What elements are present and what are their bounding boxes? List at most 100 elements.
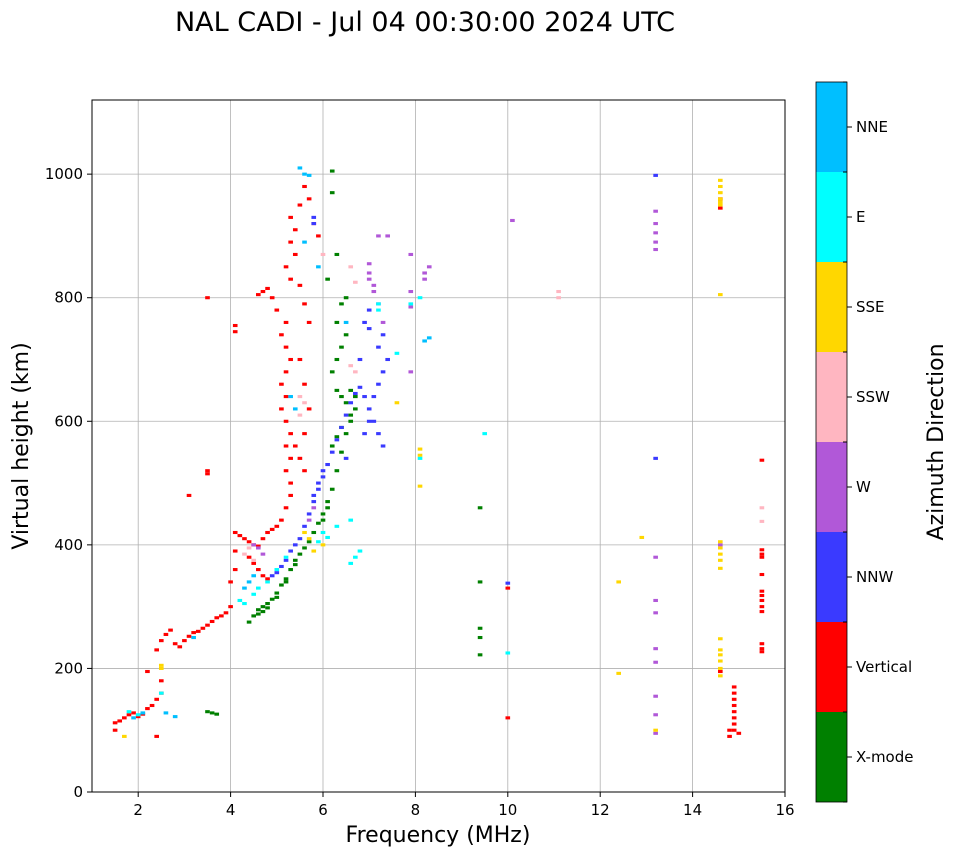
- echo-vertical: [274, 308, 280, 312]
- echo-w: [311, 506, 317, 510]
- echo-w: [408, 289, 414, 294]
- echo-e: [325, 535, 330, 539]
- echo-nnw: [380, 444, 386, 448]
- echo-x-mode: [292, 558, 298, 562]
- echo-sse: [158, 663, 164, 667]
- echo-vertical: [288, 277, 293, 281]
- echo-sse: [616, 671, 621, 675]
- echo-vertical: [302, 382, 307, 386]
- echo-vertical: [232, 323, 238, 328]
- echo-x-mode: [343, 333, 349, 337]
- echo-x-mode: [325, 500, 330, 504]
- echo-nnw: [653, 173, 658, 177]
- echo-x-mode: [297, 552, 303, 556]
- echo-sse: [417, 453, 423, 457]
- y-tick-label: 0: [73, 783, 83, 801]
- echo-sse: [718, 666, 723, 670]
- echo-vertical: [126, 713, 132, 717]
- echo-x-mode: [302, 546, 307, 550]
- echo-x-mode: [334, 469, 340, 473]
- echo-x-mode: [334, 357, 340, 362]
- echo-nne: [288, 395, 293, 399]
- echo-vertical: [292, 252, 298, 257]
- echo-x-mode: [260, 605, 266, 609]
- echo-nnw: [353, 391, 358, 396]
- echo-sse: [394, 401, 400, 405]
- echo-vertical: [265, 286, 270, 290]
- echo-vertical: [759, 572, 765, 577]
- echo-nnw: [357, 385, 363, 389]
- echo-e: [505, 651, 511, 655]
- echo-vertical: [205, 472, 210, 476]
- echo-nnw: [371, 395, 377, 399]
- echo-x-mode: [348, 388, 354, 392]
- echo-vertical: [269, 296, 275, 300]
- echo-vertical: [736, 731, 742, 735]
- echo-sse: [302, 530, 307, 535]
- echo-nne: [302, 172, 307, 176]
- echo-vertical: [731, 691, 737, 695]
- echo-w: [653, 555, 658, 559]
- x-tick-label: 12: [591, 801, 610, 819]
- echo-e: [237, 598, 243, 603]
- echo-vertical: [205, 296, 210, 300]
- echo-sse: [718, 648, 723, 652]
- echo-w: [385, 234, 390, 238]
- x-tick-label: 6: [318, 801, 328, 819]
- echo-vertical: [256, 293, 261, 297]
- colorbar-segment: [816, 622, 847, 712]
- colorbar-tick-label: NNW: [856, 568, 893, 586]
- echo-nne: [306, 173, 312, 177]
- echo-x-mode: [339, 395, 344, 399]
- echo-x-mode: [279, 583, 284, 587]
- colorbar-segment: [816, 712, 847, 802]
- echo-e: [357, 549, 363, 553]
- colorbar-tick-label: E: [856, 208, 865, 226]
- echo-x-mode: [339, 345, 344, 349]
- echo-x-mode: [334, 252, 340, 257]
- echo-x-mode: [256, 612, 261, 616]
- echo-x-mode: [311, 530, 317, 535]
- echo-nnw: [653, 456, 658, 460]
- echo-x-mode: [477, 653, 483, 657]
- echo-x-mode: [477, 580, 483, 584]
- echo-ssw: [302, 401, 307, 405]
- echo-vertical: [256, 568, 261, 572]
- echo-w: [380, 320, 386, 324]
- echo-x-mode: [353, 407, 358, 411]
- echo-vertical: [759, 650, 765, 654]
- echo-nne: [172, 715, 178, 719]
- echo-w: [371, 283, 377, 287]
- echo-x-mode: [292, 563, 298, 567]
- echo-x-mode: [256, 608, 261, 612]
- echo-vertical: [242, 537, 247, 541]
- echo-vertical: [135, 715, 141, 719]
- echo-x-mode: [260, 610, 266, 614]
- echo-sse: [718, 293, 723, 297]
- echo-sse: [122, 734, 127, 738]
- echo-w: [653, 222, 658, 226]
- echo-nne: [426, 336, 432, 340]
- echo-vertical: [306, 320, 312, 324]
- echo-e: [135, 713, 141, 717]
- colorbar: X-mode Vertical NNW W SSW SSE E NNE: [815, 81, 913, 803]
- echo-x-mode: [205, 710, 210, 714]
- echo-w: [422, 271, 427, 275]
- echo-vertical: [297, 456, 303, 460]
- echo-w: [256, 546, 261, 550]
- echo-vertical: [279, 407, 284, 411]
- echo-ssw: [353, 370, 358, 374]
- echo-x-mode: [343, 296, 349, 300]
- x-tick-label: 8: [411, 801, 421, 819]
- echo-sse: [311, 549, 317, 553]
- echo-ssw: [251, 558, 257, 562]
- echo-x-mode: [343, 432, 349, 436]
- echo-vertical: [228, 580, 233, 584]
- echo-vertical: [168, 628, 173, 632]
- echo-vertical: [718, 669, 723, 674]
- echo-vertical: [759, 555, 765, 559]
- echo-nnw: [269, 574, 275, 578]
- echo-w: [653, 247, 658, 252]
- echo-nnw: [306, 512, 312, 516]
